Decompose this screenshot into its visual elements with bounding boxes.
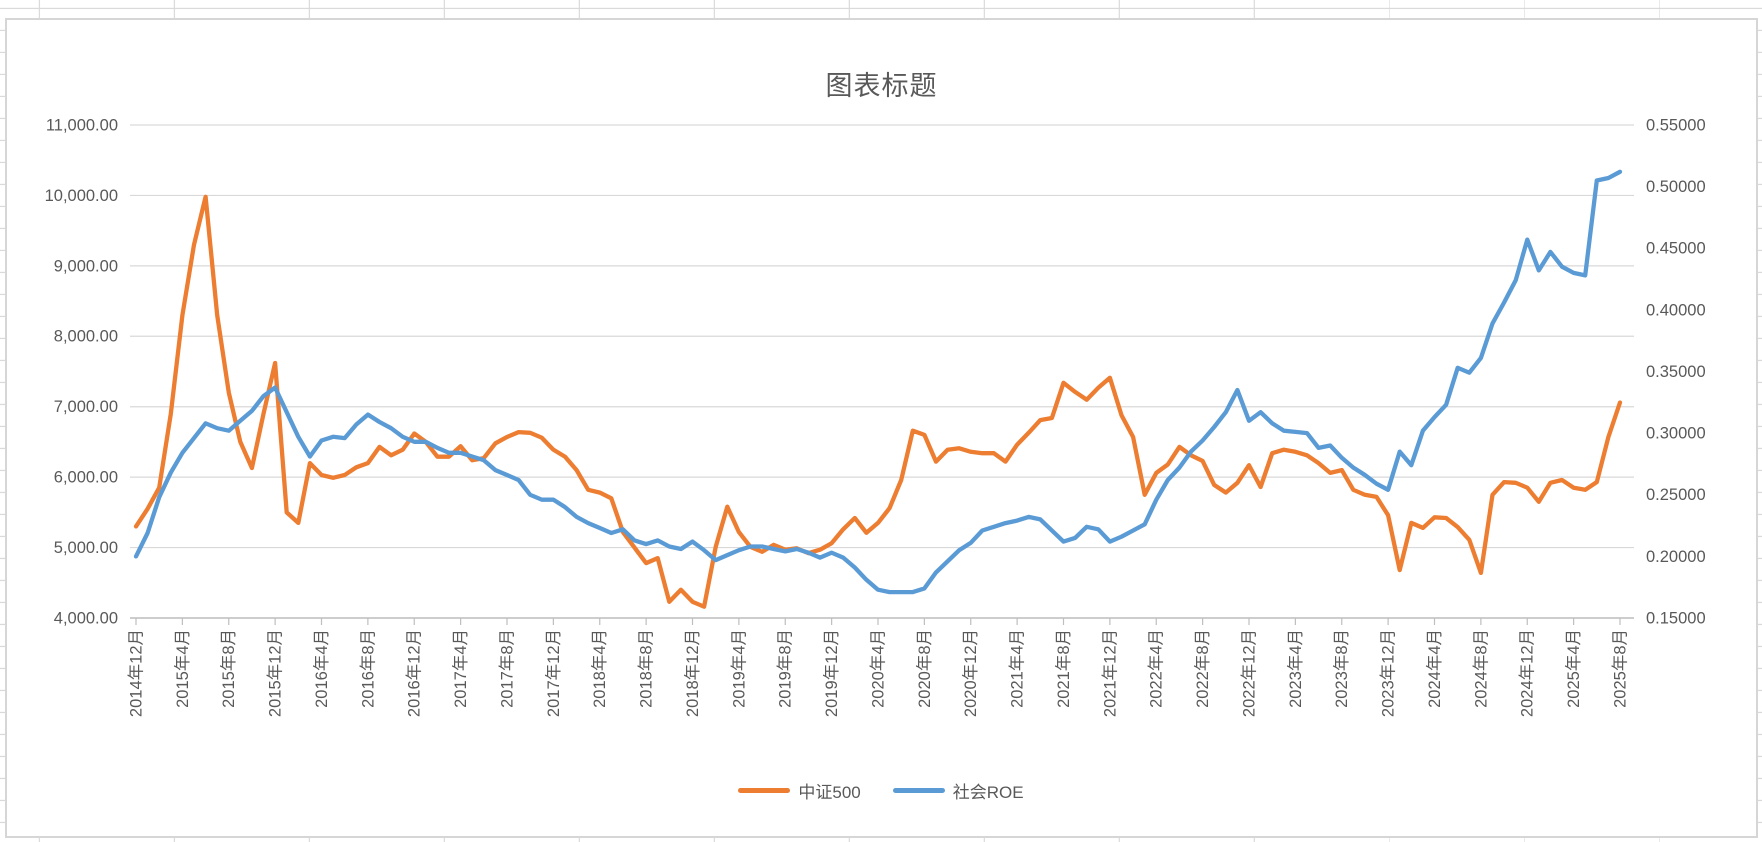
- x-axis-label: 2016年4月: [312, 629, 331, 708]
- x-axis-label: 2020年12月: [961, 629, 980, 717]
- x-axis-label: 2022年12月: [1239, 629, 1258, 717]
- right-axis-label: 0.50000: [1646, 178, 1706, 196]
- x-axis-label: 2019年8月: [776, 629, 795, 708]
- chart-legend: 中证500 社会ROE: [0, 778, 1762, 803]
- left-axis-label: 5,000.00: [54, 539, 118, 557]
- x-axis-label: 2021年4月: [1008, 629, 1027, 708]
- right-axis-label: 0.30000: [1646, 425, 1706, 443]
- right-axis-label: 0.25000: [1646, 486, 1706, 504]
- x-axis-label: 2025年4月: [1564, 629, 1583, 708]
- x-axis-label: 2017年12月: [544, 629, 563, 717]
- right-axis-label: 0.45000: [1646, 240, 1706, 258]
- x-axis-label: 2018年4月: [590, 629, 609, 708]
- left-axis-label: 8,000.00: [54, 328, 118, 346]
- right-axis-label: 0.35000: [1646, 363, 1706, 381]
- left-axis-label: 4,000.00: [54, 609, 118, 627]
- x-axis-label: 2015年4月: [173, 629, 192, 708]
- x-axis-label: 2016年12月: [405, 629, 424, 717]
- legend-label: 社会ROE: [952, 783, 1024, 802]
- legend-item-zhongzheng500[interactable]: 中证500: [738, 778, 861, 803]
- legend-item-shehui-roe[interactable]: 社会ROE: [892, 778, 1024, 803]
- x-axis-label: 2015年12月: [266, 629, 285, 717]
- left-axis-label: 10,000.00: [45, 187, 118, 205]
- x-axis-label: 2023年4月: [1286, 629, 1305, 708]
- x-axis-label: 2017年8月: [497, 629, 516, 708]
- left-axis-label: 11,000.00: [46, 116, 118, 134]
- x-axis-label: 2024年8月: [1471, 629, 1490, 708]
- legend-line-swatch-icon: [738, 788, 791, 793]
- x-axis-label: 2017年4月: [451, 629, 470, 708]
- x-axis-label: 2022年8月: [1193, 629, 1212, 708]
- left-axis-label: 9,000.00: [54, 257, 118, 275]
- x-axis-label: 2019年12月: [822, 629, 841, 717]
- x-axis-label: 2016年8月: [358, 629, 377, 708]
- x-axis-label: 2024年4月: [1425, 629, 1444, 708]
- right-axis-label: 0.55000: [1646, 116, 1706, 134]
- x-axis-label: 2022年4月: [1147, 629, 1166, 708]
- chart-object[interactable]: 图表标题: [5, 18, 1758, 838]
- right-axis-label: 0.40000: [1646, 301, 1706, 319]
- x-axis-label: 2025年8月: [1610, 629, 1629, 708]
- left-axis-label: 6,000.00: [54, 469, 118, 487]
- right-axis-label: 0.15000: [1646, 609, 1706, 627]
- right-axis-label: 0.20000: [1646, 548, 1706, 566]
- x-axis-label: 2021年8月: [1054, 629, 1073, 708]
- x-axis-label: 2020年4月: [868, 629, 887, 708]
- x-axis-label: 2018年12月: [683, 629, 702, 717]
- x-axis-label: 2023年12月: [1379, 629, 1398, 717]
- left-axis-label: 7,000.00: [54, 398, 118, 416]
- series-line-shehui-roe: [133, 169, 1623, 595]
- x-axis-label: 2023年8月: [1332, 629, 1351, 708]
- series-line-zhongzheng500: [133, 194, 1623, 609]
- x-axis-label: 2015年8月: [219, 629, 238, 708]
- x-axis-label: 2014年12月: [126, 629, 145, 717]
- x-axis-label: 2021年12月: [1100, 629, 1119, 717]
- chart-title: 图表标题: [825, 71, 938, 101]
- legend-line-swatch-icon: [892, 788, 945, 793]
- x-axis-label: 2020年8月: [915, 629, 934, 708]
- x-axis-label: 2024年12月: [1518, 629, 1537, 717]
- x-axis-label: 2019年4月: [729, 629, 748, 708]
- legend-label: 中证500: [798, 783, 861, 802]
- x-axis-label: 2018年8月: [637, 629, 656, 708]
